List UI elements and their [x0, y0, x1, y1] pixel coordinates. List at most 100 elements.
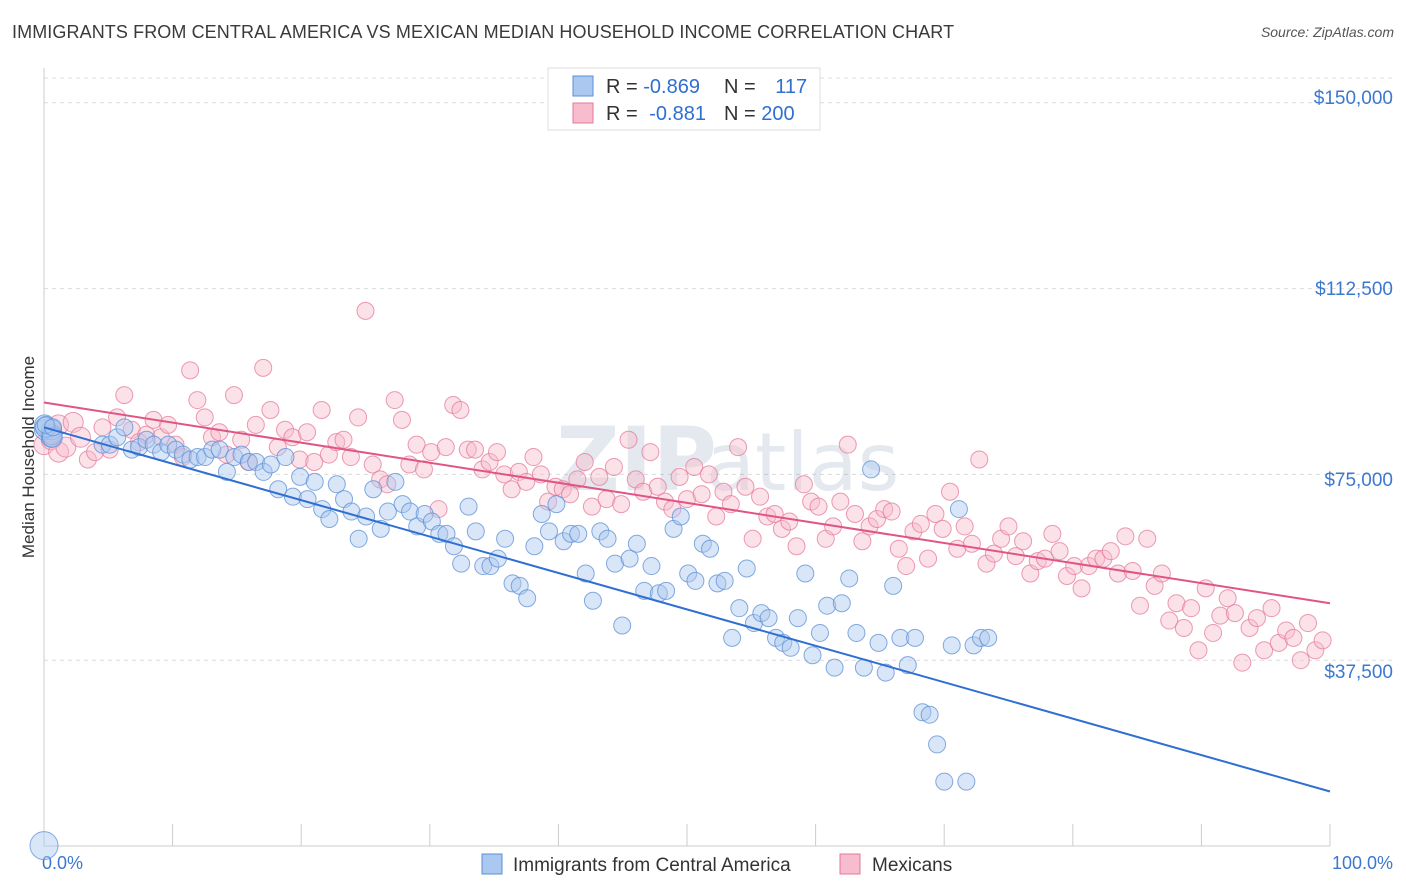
- central-america-point: [906, 628, 925, 647]
- central-america-point: [913, 703, 932, 722]
- mexicans-point: [93, 418, 112, 437]
- mexicans-point: [246, 415, 265, 434]
- mexicans-point: [488, 443, 507, 462]
- mexicans-point: [407, 435, 426, 454]
- mexicans-point: [1313, 631, 1332, 650]
- legend-r-label-1: R =: [606, 76, 643, 98]
- mexicans-point: [392, 410, 411, 429]
- central-america-point: [539, 522, 558, 541]
- central-america-point: [979, 628, 998, 647]
- central-america-point: [591, 522, 610, 541]
- mexicans-point: [875, 500, 894, 519]
- central-america-point: [532, 505, 551, 524]
- mexicans-point: [524, 448, 543, 467]
- mexicans-point: [224, 386, 243, 405]
- bottom-legend-label-central-america: Immigrants from Central America: [513, 855, 791, 876]
- central-america-point: [562, 524, 581, 543]
- legend-row-1: R = -0.869: [606, 76, 700, 98]
- mexicans-point: [1174, 618, 1193, 637]
- mexicans-point: [327, 433, 346, 452]
- mexicans-point: [1240, 618, 1259, 637]
- central-america-point: [503, 574, 522, 593]
- mexicans-point: [919, 549, 938, 568]
- mexicans-point: [933, 519, 952, 538]
- central-america-point: [393, 495, 412, 514]
- central-america-point: [971, 628, 990, 647]
- legend-n-row-2: N = 200: [724, 103, 795, 125]
- mexicans-point: [1211, 606, 1230, 625]
- mexicans-point: [590, 467, 609, 486]
- bottom-legend-label-mexicans: Mexicans: [872, 855, 952, 876]
- central-america-point: [964, 636, 983, 655]
- central-america-point: [320, 509, 339, 528]
- central-america-point: [327, 475, 346, 494]
- mexicans-point: [729, 438, 748, 457]
- mexicans-point: [181, 361, 200, 380]
- mexicans-point: [582, 497, 601, 516]
- mexicans-point: [312, 400, 331, 419]
- mexicans-point: [736, 477, 755, 496]
- legend-swatch-central-america: [572, 75, 594, 97]
- mexicans-point: [1138, 529, 1157, 548]
- central-america-point: [949, 500, 968, 519]
- central-america-point: [847, 623, 866, 642]
- legend-r-label-2: R =: [606, 103, 643, 125]
- x-axis-ticks: [43, 824, 1331, 846]
- chart-title: IMMIGRANTS FROM CENTRAL AMERICA VS MEXIC…: [12, 22, 955, 42]
- central-america-point: [884, 576, 903, 595]
- mexicans-point: [568, 470, 587, 489]
- mexicans-point: [480, 453, 499, 471]
- trend-line-mexicans: [43, 401, 1331, 605]
- bottom-legend-swatch-central-america: [481, 853, 503, 875]
- mexicans-point: [641, 443, 660, 462]
- central-america-point: [29, 831, 59, 861]
- y-tick-label-112500: $112,500: [1315, 279, 1393, 300]
- mexicans-point: [78, 450, 97, 469]
- mexicans-point: [466, 440, 485, 459]
- central-america-point: [349, 529, 368, 548]
- central-america-point: [935, 772, 954, 791]
- mexicans-point: [889, 539, 908, 558]
- central-america-point: [444, 537, 463, 556]
- mexicans-point: [1262, 599, 1281, 618]
- central-america-point: [210, 440, 229, 459]
- central-america-point: [481, 557, 500, 576]
- central-america-point: [891, 628, 910, 647]
- central-america-point: [386, 472, 405, 491]
- mexicans-point: [436, 438, 455, 457]
- central-america-point: [554, 532, 573, 551]
- central-america-point: [788, 609, 807, 628]
- central-america-point: [679, 564, 698, 583]
- watermark: ZIP atlas: [556, 408, 899, 511]
- central-america-point: [496, 529, 515, 548]
- mexicans-point: [1284, 628, 1303, 647]
- mexicans-point: [1225, 604, 1244, 623]
- mexicans-point: [115, 386, 134, 405]
- legend-row-2: R = -0.881: [606, 103, 706, 125]
- central-america-point: [452, 554, 471, 573]
- y-tick-label-150000: $150,000: [1314, 88, 1393, 109]
- series-central-america-points: [29, 414, 998, 861]
- central-america-point: [876, 663, 895, 682]
- mexicans-point: [999, 517, 1018, 536]
- mexicans-point: [1218, 589, 1237, 608]
- central-america-point: [488, 549, 507, 568]
- mexicans-point: [1247, 609, 1266, 628]
- central-america-point: [108, 428, 127, 447]
- legend-n-label-2: N =: [724, 103, 761, 125]
- central-america-point: [232, 445, 251, 464]
- mexicans-point: [984, 544, 1003, 563]
- central-america-point: [225, 448, 244, 467]
- mexicans-point: [385, 391, 404, 410]
- mexicans-point: [845, 505, 864, 524]
- central-america-point: [41, 426, 63, 448]
- central-america-point: [130, 438, 149, 457]
- central-america-point: [620, 549, 639, 568]
- central-america-point: [737, 559, 756, 578]
- bottom-legend-swatch-mexicans: [839, 853, 861, 875]
- series-mexicans-points: [33, 301, 1332, 672]
- central-america-point: [217, 462, 236, 481]
- central-america-point: [291, 467, 310, 486]
- mexicans-point: [422, 443, 441, 462]
